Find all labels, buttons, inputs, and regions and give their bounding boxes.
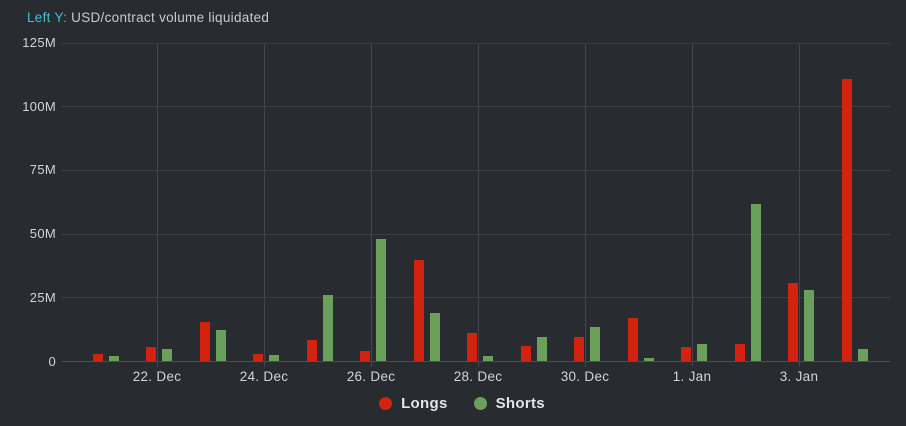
x-tick-label: 26. Dec bbox=[346, 369, 396, 384]
x-axis-tick bbox=[477, 361, 479, 367]
gridline-vertical bbox=[691, 43, 693, 362]
gridline-vertical bbox=[156, 43, 158, 362]
y-tick-label: 75M bbox=[29, 162, 56, 178]
shorts-bar[interactable] bbox=[750, 203, 761, 362]
gridline-horizontal bbox=[62, 233, 890, 235]
x-axis-tick bbox=[584, 361, 586, 367]
y-tick-label: 25M bbox=[29, 289, 56, 305]
gridline-horizontal bbox=[62, 106, 890, 108]
longs-bar[interactable] bbox=[360, 351, 370, 362]
longs-bar[interactable] bbox=[467, 333, 477, 362]
longs-bar[interactable] bbox=[92, 354, 103, 362]
left-y-axis-key: Left Y: bbox=[27, 10, 68, 25]
gridline-vertical bbox=[798, 43, 800, 362]
longs-bar[interactable] bbox=[306, 339, 317, 362]
longs-legend-dot-icon bbox=[379, 397, 393, 410]
longs-bar[interactable] bbox=[788, 282, 798, 362]
shorts-bar[interactable] bbox=[804, 290, 814, 362]
shorts-bar[interactable] bbox=[857, 348, 868, 362]
x-axis-tick bbox=[370, 361, 372, 367]
shorts-bar[interactable] bbox=[643, 358, 654, 362]
longs-bar[interactable] bbox=[146, 347, 156, 362]
x-tick-label: 3. Jan bbox=[779, 369, 819, 384]
legend-item-longs[interactable]: Longs bbox=[379, 395, 448, 412]
gridline-horizontal bbox=[62, 297, 890, 299]
x-axis-tick bbox=[798, 361, 800, 367]
x-tick-label: 28. Dec bbox=[453, 369, 503, 384]
y-tick-label: 50M bbox=[29, 226, 56, 242]
legend: Longs Shorts bbox=[9, 395, 906, 412]
shorts-bar[interactable] bbox=[590, 327, 600, 362]
gridline-horizontal bbox=[62, 42, 890, 44]
x-axis-tick bbox=[263, 361, 265, 367]
axis-description: USD/contract volume liquidated bbox=[71, 10, 270, 25]
legend-label: Longs bbox=[401, 395, 448, 412]
x-tick-label: 24. Dec bbox=[239, 369, 289, 384]
shorts-bar[interactable] bbox=[376, 239, 386, 362]
gridline-vertical bbox=[477, 43, 479, 362]
x-tick-label: 22. Dec bbox=[132, 369, 182, 384]
gridline-vertical bbox=[370, 43, 372, 362]
gridline-vertical bbox=[263, 43, 265, 362]
longs-bar[interactable] bbox=[253, 353, 263, 362]
longs-bar[interactable] bbox=[681, 347, 691, 362]
longs-bar[interactable] bbox=[199, 322, 210, 362]
longs-bar[interactable] bbox=[574, 337, 584, 362]
x-axis-tick bbox=[691, 361, 693, 367]
x-tick-label: 30. Dec bbox=[560, 369, 610, 384]
longs-bar[interactable] bbox=[413, 259, 424, 362]
x-axis-tick bbox=[156, 361, 158, 367]
chart-title: Left Y: USD/contract volume liquidated bbox=[27, 10, 269, 25]
y-tick-label: 100M bbox=[22, 98, 56, 114]
y-tick-label: 0 bbox=[48, 353, 56, 369]
longs-bar[interactable] bbox=[841, 78, 852, 362]
x-axis-line bbox=[62, 361, 890, 362]
shorts-bar[interactable] bbox=[322, 295, 333, 362]
shorts-bar[interactable] bbox=[429, 313, 440, 362]
longs-bar[interactable] bbox=[520, 346, 531, 362]
legend-item-shorts[interactable]: Shorts bbox=[473, 395, 545, 412]
shorts-bar[interactable] bbox=[483, 355, 493, 362]
longs-bar[interactable] bbox=[627, 318, 638, 362]
shorts-bar[interactable] bbox=[108, 355, 119, 362]
gridline-vertical bbox=[584, 43, 586, 362]
shorts-bar[interactable] bbox=[162, 348, 172, 362]
shorts-bar[interactable] bbox=[269, 355, 279, 362]
y-tick-label: 125M bbox=[22, 35, 56, 50]
gridline-horizontal bbox=[62, 169, 890, 171]
shorts-bar[interactable] bbox=[215, 329, 226, 362]
longs-bar[interactable] bbox=[734, 343, 745, 362]
x-tick-label: 1. Jan bbox=[672, 369, 712, 384]
shorts-bar[interactable] bbox=[536, 337, 547, 362]
legend-label: Shorts bbox=[495, 395, 545, 412]
shorts-legend-dot-icon bbox=[473, 397, 487, 410]
shorts-bar[interactable] bbox=[697, 343, 707, 362]
